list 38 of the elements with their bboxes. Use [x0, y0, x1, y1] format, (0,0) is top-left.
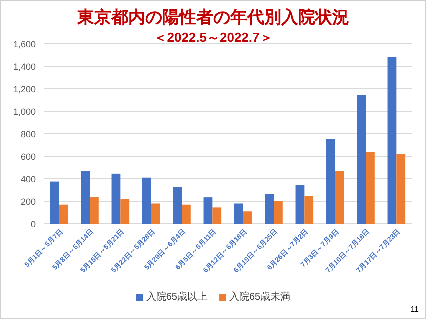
bar — [304, 196, 314, 224]
bar — [366, 152, 375, 224]
bar — [274, 202, 283, 224]
bar — [120, 199, 130, 224]
y-tick-label: 1,400 — [13, 62, 36, 72]
y-tick-label: 200 — [20, 197, 36, 207]
y-tick-label: 600 — [20, 152, 36, 162]
bar — [151, 204, 160, 224]
bar — [388, 58, 397, 224]
bar — [204, 198, 213, 224]
bar — [90, 197, 99, 224]
legend-label: 入院65歳以上 — [146, 291, 208, 303]
text: 11 — [410, 305, 420, 314]
bar — [173, 187, 182, 224]
chart-title: 東京都内の陽性者の年代別入院状況 — [76, 8, 350, 27]
legend-label: 入院65歳未満 — [230, 291, 291, 303]
y-tick-label: 0 — [30, 220, 36, 230]
bar — [243, 212, 252, 224]
bar — [265, 194, 274, 224]
chart-subtitle: ＜2022.5～2022.7＞ — [154, 30, 273, 45]
bar — [296, 185, 305, 224]
bar — [59, 204, 68, 224]
bar — [182, 204, 191, 224]
y-tick-label: 1,000 — [13, 107, 36, 117]
y-tick-label: 800 — [20, 130, 36, 140]
y-tick-label: 1,200 — [13, 84, 36, 94]
bar — [212, 208, 222, 224]
bar — [326, 139, 336, 224]
bar — [234, 204, 244, 224]
bar — [50, 182, 60, 224]
bar — [357, 95, 366, 224]
bar — [396, 154, 406, 224]
bar — [142, 178, 152, 224]
bar — [81, 171, 90, 224]
bar — [112, 174, 121, 224]
bar — [335, 171, 344, 224]
y-tick-label: 400 — [20, 174, 36, 184]
y-tick-label: 1,600 — [13, 40, 36, 50]
